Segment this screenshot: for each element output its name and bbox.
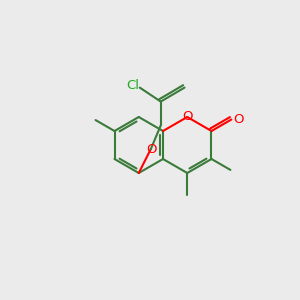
Text: Cl: Cl	[126, 79, 139, 92]
Text: O: O	[146, 143, 157, 156]
Text: O: O	[182, 110, 193, 122]
Text: O: O	[233, 113, 244, 126]
